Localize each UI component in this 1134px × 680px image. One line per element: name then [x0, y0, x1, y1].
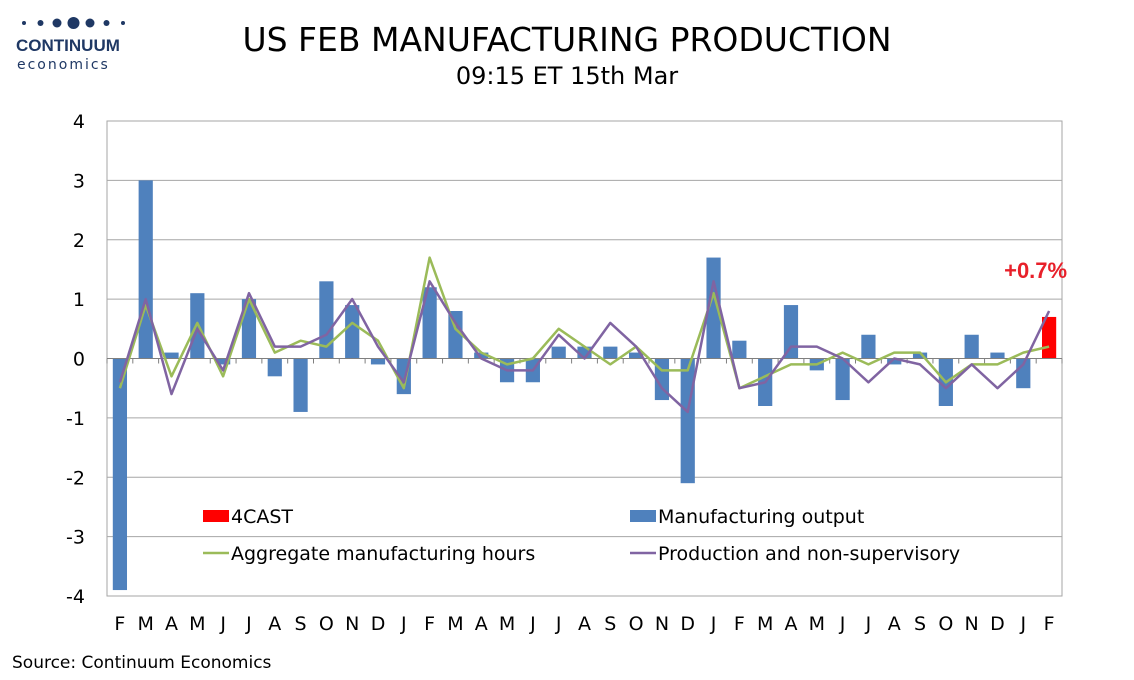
x-tick-label: S — [914, 613, 926, 635]
logo-dot — [67, 17, 80, 29]
output-bar — [422, 287, 437, 359]
output-bar — [964, 334, 979, 359]
logo: CONTINUUM economics — [14, 14, 134, 76]
x-tick-label: J — [865, 613, 872, 635]
y-tick-label: 3 — [73, 170, 85, 192]
x-tick-label: F — [1044, 613, 1055, 635]
x-tick-label: J — [710, 613, 717, 635]
output-bar — [319, 281, 334, 359]
logo-subtitle: economics — [17, 57, 110, 73]
chart-title: US FEB MANUFACTURING PRODUCTION — [242, 20, 892, 59]
output-bar — [629, 352, 644, 359]
x-tick-label: F — [424, 613, 435, 635]
x-tick-label: O — [629, 613, 644, 635]
x-tick-label: M — [138, 613, 154, 635]
x-tick-label: O — [319, 613, 334, 635]
output-bar — [448, 311, 463, 359]
output-bar — [216, 358, 231, 365]
legend-swatch — [203, 510, 229, 522]
output-bar — [370, 358, 386, 365]
legend-label: 4CAST — [231, 506, 293, 528]
x-tick-label: O — [938, 613, 953, 635]
source-note: Source: Continuum Economics — [12, 653, 272, 673]
x-tick-label: J — [839, 613, 846, 635]
legend-swatch — [630, 510, 656, 522]
x-tick-label: J — [219, 613, 226, 635]
output-bar — [732, 340, 747, 359]
x-tick-label: A — [475, 613, 488, 635]
x-tick-label: M — [189, 613, 205, 635]
output-bar — [783, 305, 799, 359]
forecast-annotation: +0.7% — [1004, 258, 1067, 283]
logo-dot — [52, 18, 62, 28]
output-bar — [912, 352, 928, 359]
chart-subtitle: 09:15 ET 15th Mar — [455, 62, 679, 90]
legend-label: Manufacturing output — [658, 506, 864, 528]
x-tick-label: J — [245, 613, 252, 635]
logo-dot — [37, 20, 44, 26]
output-bar — [887, 358, 902, 365]
hours-line — [118, 256, 1050, 390]
y-tick-label: -3 — [66, 527, 85, 549]
x-tick-label: A — [578, 613, 591, 635]
output-bar — [603, 346, 618, 359]
output-bar — [474, 352, 489, 359]
x-tick-label: A — [165, 613, 178, 635]
x-tick-label: D — [371, 613, 386, 635]
output-bar — [551, 346, 566, 359]
x-tick-label: M — [757, 613, 773, 635]
legend-label: Production and non-supervisory — [658, 543, 960, 565]
x-tick-label: N — [965, 613, 979, 635]
output-bar — [654, 358, 670, 401]
x-tick-label: S — [295, 613, 307, 635]
x-tick-label: F — [114, 613, 125, 635]
output-bar — [1016, 358, 1031, 389]
x-tick-label: D — [680, 613, 695, 635]
output-bar — [680, 358, 695, 484]
output-bar — [138, 180, 153, 359]
x-tick-label: J — [529, 613, 536, 635]
legend-label: Aggregate manufacturing hours — [231, 543, 535, 565]
y-tick-label: 2 — [73, 230, 85, 252]
logo-dot — [103, 20, 110, 26]
output-bar — [861, 334, 876, 359]
output-bar — [241, 299, 257, 359]
output-bar — [293, 358, 308, 412]
logo-dot — [22, 21, 26, 25]
x-tick-label: J — [1019, 613, 1026, 635]
x-tick-label: N — [655, 613, 669, 635]
output-bar — [990, 352, 1005, 359]
x-tick-label: S — [604, 613, 616, 635]
logo-dot — [121, 21, 125, 25]
output-bar — [835, 358, 850, 401]
y-tick-label: -1 — [66, 408, 85, 430]
logo-name: CONTINUUM — [16, 36, 120, 55]
x-tick-label: F — [734, 613, 745, 635]
output-bar — [706, 257, 721, 359]
y-tick-label: 1 — [73, 289, 85, 311]
x-tick-label: J — [555, 613, 562, 635]
y-tick-label: -2 — [66, 467, 85, 489]
x-tick-label: N — [345, 613, 359, 635]
x-tick-label: D — [990, 613, 1005, 635]
y-tick-label: 0 — [73, 349, 85, 371]
x-tick-label: A — [784, 613, 797, 635]
output-bar — [164, 352, 179, 359]
output-bar — [345, 305, 360, 359]
x-tick-label: M — [499, 613, 515, 635]
x-tick-label: A — [888, 613, 901, 635]
x-tick-label: M — [447, 613, 463, 635]
production-line — [118, 280, 1051, 414]
y-tick-label: -4 — [66, 586, 85, 608]
logo-dot — [85, 18, 95, 28]
x-tick-label: A — [268, 613, 281, 635]
logo-dots-icon — [22, 17, 125, 29]
output-bar — [267, 358, 282, 377]
y-tick-label: 4 — [73, 111, 85, 133]
output-bar — [577, 346, 592, 359]
x-tick-label: J — [400, 613, 407, 635]
x-tick-label: M — [809, 613, 825, 635]
output-bar — [112, 358, 128, 591]
